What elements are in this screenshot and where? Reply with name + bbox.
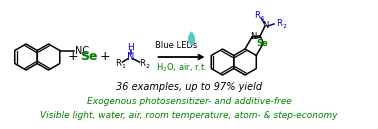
Text: R: R [254, 11, 260, 20]
Text: H$_2$O, air, r.t.: H$_2$O, air, r.t. [156, 62, 207, 75]
Text: NC: NC [75, 46, 89, 55]
Text: +: + [67, 50, 78, 63]
Text: Visible light, water, air, room temperature, atom- & step-economy: Visible light, water, air, room temperat… [40, 111, 338, 120]
Text: R: R [139, 59, 146, 68]
Text: N: N [262, 21, 268, 30]
Text: N: N [127, 52, 134, 62]
Text: R: R [276, 19, 282, 28]
Text: Se: Se [257, 39, 268, 48]
Text: Blue LEDs: Blue LEDs [155, 41, 198, 50]
Text: 2: 2 [145, 64, 149, 69]
Text: 1: 1 [121, 64, 125, 69]
Text: H: H [127, 43, 134, 53]
Text: 2: 2 [282, 24, 286, 29]
Text: 36 examples, up to 97% yield: 36 examples, up to 97% yield [116, 82, 262, 92]
Text: Exogenous photosensitizer- and additive-free: Exogenous photosensitizer- and additive-… [87, 98, 291, 107]
Polygon shape [189, 32, 195, 37]
Text: +: + [99, 50, 110, 63]
Text: Se: Se [80, 50, 97, 63]
Text: R: R [116, 59, 121, 68]
Ellipse shape [189, 36, 195, 44]
Text: N: N [250, 32, 256, 41]
Text: 1: 1 [260, 16, 264, 21]
